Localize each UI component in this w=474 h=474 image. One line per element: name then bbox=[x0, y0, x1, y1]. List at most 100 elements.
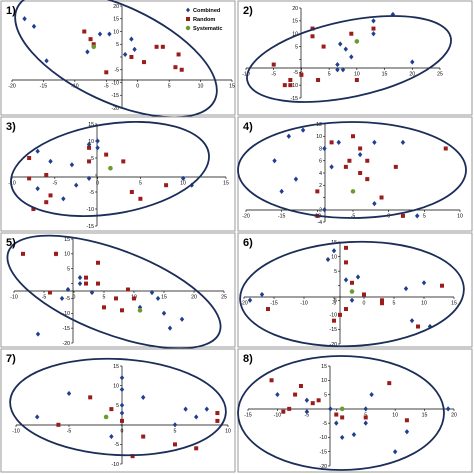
random-point bbox=[293, 392, 298, 397]
x-tick-label: 5 bbox=[174, 429, 177, 435]
legend-combined-marker bbox=[186, 7, 190, 13]
combined-point bbox=[371, 18, 376, 24]
y-tick-label: -10 bbox=[291, 83, 299, 89]
confidence-ellipse bbox=[6, 234, 222, 350]
y-tick-label: 10 bbox=[316, 134, 322, 140]
combined-point bbox=[328, 406, 333, 412]
x-tick-label: 15 bbox=[422, 413, 428, 419]
combined-point bbox=[31, 23, 37, 29]
random-point bbox=[96, 260, 100, 265]
combined-point bbox=[445, 406, 451, 412]
random-point bbox=[362, 292, 366, 297]
random-point bbox=[266, 307, 270, 312]
random-point bbox=[344, 260, 348, 265]
combined-point bbox=[194, 414, 199, 420]
x-tick-label: -10 bbox=[10, 295, 18, 301]
random-point bbox=[269, 378, 274, 383]
random-point bbox=[160, 44, 165, 49]
y-tick-label: 15 bbox=[321, 364, 327, 370]
y-tick-label: 8 bbox=[319, 146, 322, 152]
combined-point bbox=[403, 286, 409, 292]
x-tick-label: 10 bbox=[392, 413, 398, 419]
y-tick-label: 5 bbox=[295, 44, 298, 50]
combined-point bbox=[355, 274, 361, 280]
random-point bbox=[380, 301, 384, 306]
x-tick-label: 15 bbox=[451, 301, 457, 307]
combined-point bbox=[66, 390, 72, 397]
random-point bbox=[87, 159, 92, 164]
y-tick-label: -5 bbox=[114, 442, 119, 448]
combined-point bbox=[44, 58, 49, 64]
x-tick-label: 10 bbox=[225, 429, 231, 435]
legend-label: Systematic bbox=[193, 26, 223, 32]
panel-border bbox=[237, 348, 473, 473]
x-tick-label: 25 bbox=[437, 72, 443, 78]
y-tick-label: 5 bbox=[116, 42, 119, 48]
random-point bbox=[316, 78, 321, 82]
systematic-point bbox=[103, 414, 109, 420]
confidence-ellipse bbox=[239, 240, 465, 348]
random-point bbox=[132, 296, 136, 301]
x-tick-label: 0 bbox=[73, 295, 76, 301]
random-point bbox=[315, 189, 320, 194]
random-point bbox=[281, 409, 286, 414]
y-tick-label: 10 bbox=[64, 252, 70, 258]
combined-point bbox=[85, 49, 90, 55]
random-point bbox=[310, 401, 315, 406]
random-point bbox=[179, 67, 184, 72]
combined-point bbox=[334, 420, 339, 426]
combined-point bbox=[48, 158, 53, 164]
random-point bbox=[121, 159, 126, 164]
x-tick-label: -5 bbox=[52, 181, 57, 187]
combined-point bbox=[363, 406, 368, 412]
combined-point bbox=[351, 431, 357, 438]
combined-point bbox=[183, 406, 188, 412]
random-point bbox=[164, 183, 169, 188]
combined-point bbox=[272, 158, 277, 164]
systematic-point bbox=[108, 165, 113, 171]
random-point bbox=[88, 395, 93, 400]
y-tick-label: 5 bbox=[67, 267, 70, 273]
panel-label: 4) bbox=[243, 121, 253, 133]
random-point bbox=[91, 42, 96, 47]
panel-border bbox=[0, 0, 236, 116]
systematic-point bbox=[137, 308, 143, 313]
y-tick-label: -10 bbox=[63, 311, 71, 317]
panel-label: 7) bbox=[6, 353, 16, 365]
combined-point bbox=[107, 31, 112, 37]
random-point bbox=[82, 29, 87, 34]
combined-point bbox=[343, 277, 349, 283]
random-point bbox=[27, 176, 32, 181]
y-tick-label: -20 bbox=[63, 341, 71, 347]
y-tick-label: -20 bbox=[330, 342, 338, 348]
y-tick-label: 15 bbox=[64, 237, 70, 243]
combined-point bbox=[335, 67, 340, 73]
y-tick-label: 10 bbox=[292, 32, 298, 38]
panel-label: 1) bbox=[6, 5, 16, 17]
confidence-ellipse bbox=[237, 121, 467, 219]
combined-point bbox=[59, 295, 65, 302]
panel-border bbox=[0, 232, 236, 348]
x-tick-label: 5 bbox=[168, 84, 171, 90]
combined-point bbox=[300, 127, 306, 133]
x-tick-label: 5 bbox=[393, 301, 396, 307]
legend-systematic-marker bbox=[185, 25, 191, 31]
combined-point bbox=[410, 59, 415, 65]
combined-point bbox=[404, 429, 410, 435]
combined-point bbox=[340, 67, 346, 73]
x-tick-label: -5 bbox=[104, 84, 109, 90]
random-point bbox=[363, 415, 368, 420]
systematic-point bbox=[354, 39, 360, 44]
systematic-point bbox=[91, 44, 97, 50]
random-point bbox=[287, 406, 292, 411]
panel-label: 2) bbox=[243, 5, 253, 17]
random-point bbox=[358, 171, 363, 175]
random-point bbox=[215, 411, 220, 416]
combined-point bbox=[349, 297, 355, 303]
combined-point bbox=[304, 397, 310, 403]
x-tick-label: -15 bbox=[278, 214, 286, 220]
